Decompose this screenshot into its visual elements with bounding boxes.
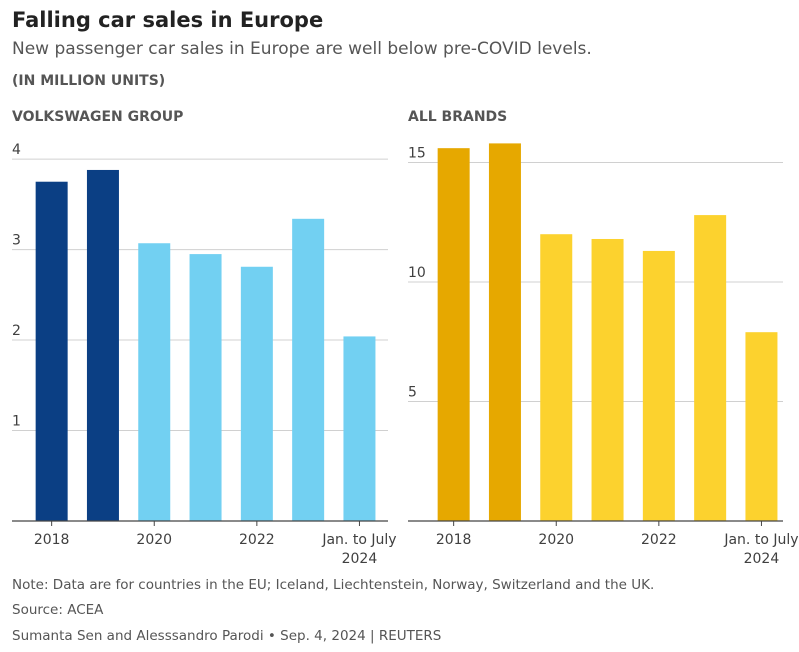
byline: Sumanta Sen and Alesssandro Parodi • Sep… — [12, 628, 441, 644]
source: Source: ACEA — [12, 602, 104, 618]
x-tick-label: 2022 — [239, 532, 275, 548]
y-tick-label: 10 — [408, 265, 426, 281]
y-tick-label: 5 — [408, 385, 417, 401]
subtitle: New passenger car sales in Europe are we… — [12, 39, 592, 59]
title: Falling car sales in Europe — [12, 8, 323, 32]
x-tick-label: 2020 — [538, 532, 575, 548]
panel-title: VOLKSWAGEN GROUP — [12, 109, 183, 125]
x-tick-label: Jan. to July 2024 — [724, 532, 799, 567]
x-tick-label: 2020 — [136, 532, 173, 548]
unit: (IN MILLION UNITS) — [12, 73, 165, 89]
y-tick-label: 15 — [408, 146, 426, 162]
bar — [138, 243, 171, 521]
bar — [540, 234, 573, 521]
y-tick-label: 3 — [12, 233, 21, 249]
x-tick-label: 2018 — [435, 532, 472, 548]
bar — [35, 181, 68, 521]
y-tick-label: 1 — [12, 414, 21, 430]
bar — [745, 332, 778, 521]
bar — [86, 169, 119, 521]
bar — [292, 218, 325, 522]
bar — [189, 254, 222, 521]
bar — [343, 336, 376, 521]
note: Note: Data are for countries in the EU; … — [12, 577, 654, 593]
bar — [240, 266, 273, 521]
panel-title: ALL BRANDS — [408, 109, 507, 125]
bar — [437, 148, 470, 522]
bar — [591, 238, 624, 521]
x-tick-label: 2022 — [641, 532, 677, 548]
bar — [642, 250, 675, 521]
bar — [488, 143, 521, 521]
y-tick-label: 4 — [12, 142, 21, 158]
x-tick-label: 2018 — [33, 532, 70, 548]
x-tick-label: Jan. to July 2024 — [322, 532, 397, 567]
bar — [694, 215, 727, 521]
y-tick-label: 2 — [12, 323, 21, 339]
